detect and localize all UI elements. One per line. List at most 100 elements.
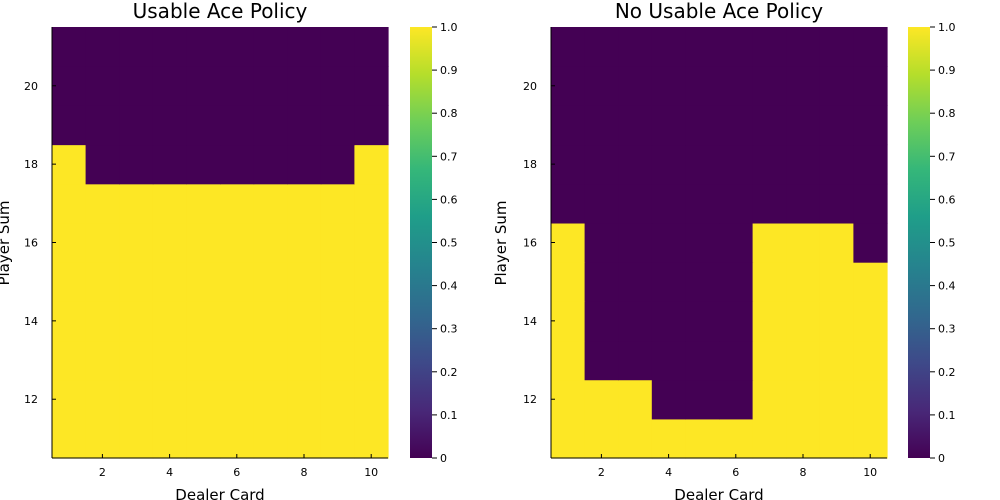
heatmap-cell [220,105,255,146]
heatmap-cell [253,144,288,185]
colorbar-tick-label: 1.0 [440,21,458,34]
heatmap-cell [52,379,87,420]
heatmap-cell [85,27,120,67]
heatmap-cell [752,379,787,420]
colorbar-tick-label: 0.2 [440,366,458,379]
heatmap-cell [85,340,120,381]
colorbar-tick-label: 0.9 [938,64,956,77]
heatmap-cell [786,340,821,381]
heatmap-cell [685,144,720,185]
heatmap-cell [354,183,389,224]
heatmap-cell [152,222,187,263]
heatmap-cell [752,418,787,459]
colorbar-gradient [908,27,930,458]
heatmap-cell [786,262,821,302]
heatmap-cell [618,144,653,185]
heatmap-cell [186,222,221,263]
heatmap-cell [152,105,187,146]
heatmap-cell [786,418,821,459]
heatmap-cell [152,379,187,420]
heatmap-cell [220,66,255,106]
heatmap-cell [52,222,87,263]
heatmap-cell [719,301,754,342]
heatmap-cell [584,262,619,302]
heatmap-cell [786,66,821,106]
heatmap-cell [651,183,686,224]
heatmap-cell [354,340,389,381]
x-tick-label: 10 [364,466,378,479]
heatmap-cell [685,105,720,146]
heatmap-cell [152,262,187,302]
heatmap-cell [651,144,686,185]
heatmap-cell [719,418,754,459]
heatmap-cell [853,301,888,342]
heatmap-cell [651,222,686,263]
heatmap-cell [354,418,389,459]
heatmap-panel-usable-ace: Usable Ace Policy 2 4 6 8 10 12 14 16 18 20 Deal… [0,0,458,500]
heatmap-cell [52,144,87,185]
y-tick-label: 12 [523,393,537,406]
x-axis-label: Dealer Card [674,486,763,500]
heatmap-cell [287,418,322,459]
heatmap-cell [287,301,322,342]
heatmap-cell [786,105,821,146]
heatmap-cell [152,301,187,342]
heatmap-cell [551,340,586,381]
y-tick-label: 16 [24,237,38,250]
heatmap-cell [119,183,154,224]
colorbar-tick-label: 0.5 [440,237,458,250]
heatmap-cell [52,183,87,224]
heatmap-cell [685,379,720,420]
heatmap-cell [584,222,619,263]
heatmap-cell [819,418,854,459]
heatmap-cell [752,66,787,106]
heatmap-cell [287,340,322,381]
heatmap-cell [253,301,288,342]
heatmap-cell [752,105,787,146]
heatmap-cell [354,144,389,185]
heatmap-cell [287,144,322,185]
colorbar-tick-label: 1.0 [938,21,956,34]
heatmap-cell [85,262,120,302]
heatmap-cell [853,66,888,106]
heatmap-cell [320,144,355,185]
colorbar-tick-label: 0 [938,452,945,465]
heatmap-cell [719,262,754,302]
heatmap-cell [253,222,288,263]
heatmap-cell [685,222,720,263]
heatmap-cell [287,222,322,263]
heatmap-cell [853,340,888,381]
heatmap-cell [752,183,787,224]
heatmap-cell [551,222,586,263]
heatmap-cell [618,418,653,459]
heatmap-cell [853,379,888,420]
heatmap-cell [52,301,87,342]
heatmap-cell [551,418,586,459]
heatmap-cell [253,418,288,459]
heatmap-cell [819,66,854,106]
y-tick-label: 20 [24,80,38,93]
colorbar-tick-label: 0.3 [938,323,956,336]
heatmap-cell [119,340,154,381]
colorbar-tick-label: 0.4 [938,280,956,293]
heatmap-cell [253,66,288,106]
heatmap-cell [152,66,187,106]
heatmap-cell [819,262,854,302]
y-tick-label: 14 [24,315,38,328]
heatmap-cell [752,262,787,302]
heatmap-cell [685,27,720,67]
heatmap-cell [52,66,87,106]
heatmap-cell [719,222,754,263]
heatmap-cell [618,105,653,146]
heatmap-cell [551,379,586,420]
heatmap-cell [618,379,653,420]
colorbar-tick-label: 0.8 [440,107,458,120]
heatmap-cell [584,183,619,224]
heatmap-cell [220,301,255,342]
colorbar-tick-label: 0.2 [938,366,956,379]
x-tick-label: 8 [800,466,807,479]
heatmap-cell [651,418,686,459]
heatmap-cell [584,105,619,146]
heatmap-cell [220,183,255,224]
